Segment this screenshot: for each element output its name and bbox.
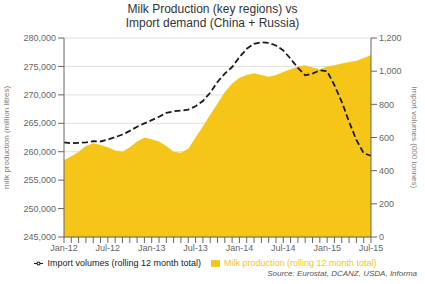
html-text:Import volumes (rolling 12 mon: Import volumes (rolling 12 month total)	[47, 258, 201, 268]
svg-text:Jul-13: Jul-13	[183, 243, 208, 253]
svg-text:200: 200	[379, 199, 394, 209]
html-text:Milk production (rolling 12 mo: Milk production (rolling 12 month total)	[224, 258, 377, 268]
html-text:Source: Eurostat, DCANZ, USDA,: Source: Eurostat, DCANZ, USDA, Informa	[267, 269, 417, 278]
svg-text:import volumes (000 tonnes): import volumes (000 tonnes)	[410, 87, 417, 189]
svg-text:400: 400	[379, 166, 394, 176]
svg-text:0: 0	[379, 232, 384, 242]
svg-text:250,000: 250,000	[23, 204, 56, 214]
svg-text:275,000: 275,000	[23, 62, 56, 72]
svg-text:Jan-12: Jan-12	[50, 243, 78, 253]
svg-text:245,000: 245,000	[23, 232, 56, 242]
svg-text:265,000: 265,000	[23, 118, 56, 128]
svg-text:Jan-15: Jan-15	[313, 243, 341, 253]
svg-text:255,000: 255,000	[23, 175, 56, 185]
svg-text:Jul-15: Jul-15	[359, 243, 384, 253]
svg-text:1,200: 1,200	[379, 33, 402, 43]
svg-text:1,000: 1,000	[379, 66, 402, 76]
svg-text:Jul-14: Jul-14	[271, 243, 296, 253]
html-text:Import demand (China + Russia): Import demand (China + Russia)	[125, 16, 300, 30]
svg-text:Jan-13: Jan-13	[138, 243, 166, 253]
svg-text:280,000: 280,000	[23, 33, 56, 43]
svg-text:270,000: 270,000	[23, 90, 56, 100]
svg-text:milk production (million litre: milk production (million litres)	[8, 86, 11, 189]
svg-text:Jul-12: Jul-12	[96, 243, 121, 253]
svg-text:800: 800	[379, 100, 394, 110]
svg-text:260,000: 260,000	[23, 147, 56, 157]
html-text:Milk Production (key regions): Milk Production (key regions) vs	[127, 2, 298, 16]
svg-text:600: 600	[379, 133, 394, 143]
svg-text:Jan-14: Jan-14	[226, 243, 254, 253]
